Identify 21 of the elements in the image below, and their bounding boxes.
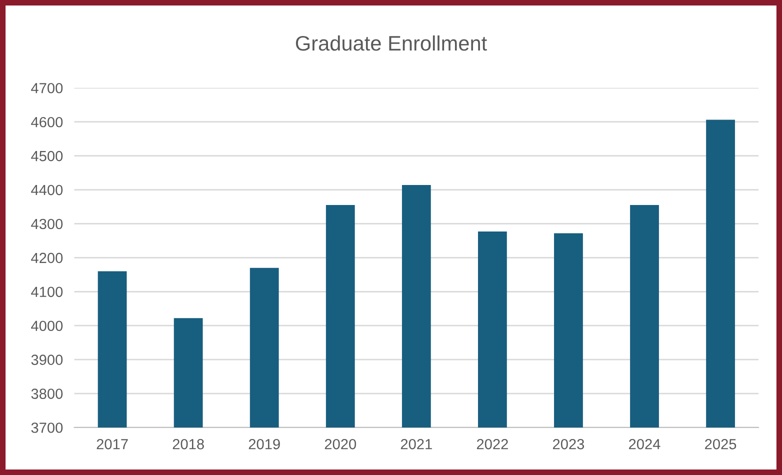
y-tick-label: 3700: [31, 422, 63, 433]
y-tick-label: 3800: [31, 388, 63, 399]
x-tick-label: 2023: [552, 438, 584, 450]
chart-title: Graduate Enrollment: [296, 35, 487, 51]
x-tick-label: 2021: [400, 438, 432, 450]
y-tick-label: 3900: [31, 354, 63, 366]
x-tick-label: 2024: [629, 438, 660, 450]
y-tick-label: 4500: [31, 150, 63, 162]
x-tick-label: 2022: [476, 438, 508, 450]
x-tick-label: 2019: [248, 438, 280, 450]
y-tick-label: 4100: [31, 286, 63, 298]
y-tick-label: 4000: [31, 320, 63, 332]
y-tick-label: 4700: [31, 82, 63, 94]
y-tick-label: 4400: [31, 184, 63, 196]
x-tick-label: 2025: [705, 438, 736, 450]
x-tick-label: 2017: [96, 438, 128, 450]
y-tick-label: 4200: [31, 252, 63, 264]
y-tick-label: 4300: [31, 218, 63, 230]
x-tick-label: 2018: [172, 438, 204, 450]
y-tick-label: 4600: [31, 116, 63, 128]
x-tick-label: 2020: [324, 438, 356, 450]
